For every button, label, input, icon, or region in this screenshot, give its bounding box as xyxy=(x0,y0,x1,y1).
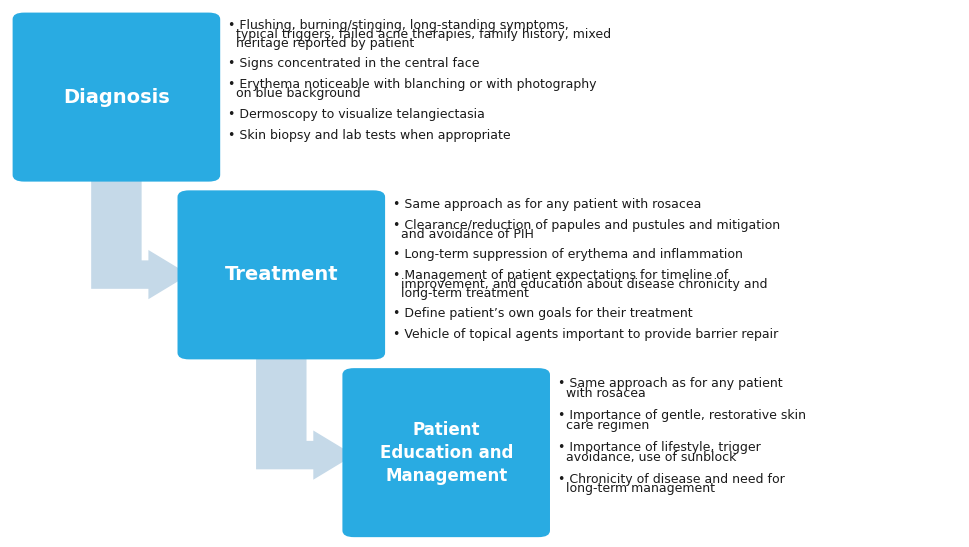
Text: • Same approach as for any patient with rosacea: • Same approach as for any patient with … xyxy=(392,198,701,211)
Text: • Flushing, burning/stinging, long-standing symptoms,: • Flushing, burning/stinging, long-stand… xyxy=(228,19,568,32)
Text: Patient
Education and
Management: Patient Education and Management xyxy=(379,421,513,485)
Text: long-term management: long-term management xyxy=(557,482,714,496)
Text: Treatment: Treatment xyxy=(224,265,338,284)
Text: • Clearance/reduction of papules and pustules and mitigation: • Clearance/reduction of papules and pus… xyxy=(392,219,779,232)
Polygon shape xyxy=(256,353,354,480)
Text: • Management of patient expectations for timeline of: • Management of patient expectations for… xyxy=(392,269,728,282)
Text: • Skin biopsy and lab tests when appropriate: • Skin biopsy and lab tests when appropr… xyxy=(228,129,510,142)
Text: Diagnosis: Diagnosis xyxy=(63,88,170,107)
Text: with rosacea: with rosacea xyxy=(557,387,644,400)
Text: care regimen: care regimen xyxy=(557,419,648,432)
Text: and avoidance of PIH: and avoidance of PIH xyxy=(392,228,533,241)
Text: on blue background: on blue background xyxy=(228,87,360,100)
Text: • Signs concentrated in the central face: • Signs concentrated in the central face xyxy=(228,57,479,71)
Text: • Erythema noticeable with blanching or with photography: • Erythema noticeable with blanching or … xyxy=(228,78,596,91)
Text: improvement, and education about disease chronicity and: improvement, and education about disease… xyxy=(392,278,766,291)
FancyBboxPatch shape xyxy=(13,13,220,182)
Text: • Dermoscopy to visualize telangiectasia: • Dermoscopy to visualize telangiectasia xyxy=(228,108,484,121)
Text: • Long-term suppression of erythema and inflammation: • Long-term suppression of erythema and … xyxy=(392,248,742,261)
Text: • Chronicity of disease and need for: • Chronicity of disease and need for xyxy=(557,473,784,486)
Polygon shape xyxy=(91,175,189,299)
FancyBboxPatch shape xyxy=(177,190,385,359)
Text: • Importance of lifestyle, trigger: • Importance of lifestyle, trigger xyxy=(557,441,760,454)
Text: • Same approach as for any patient: • Same approach as for any patient xyxy=(557,377,782,391)
Text: • Importance of gentle, restorative skin: • Importance of gentle, restorative skin xyxy=(557,409,805,422)
Text: typical triggers, failed acne therapies, family history, mixed: typical triggers, failed acne therapies,… xyxy=(228,28,610,41)
Text: • Define patient’s own goals for their treatment: • Define patient’s own goals for their t… xyxy=(392,307,692,321)
FancyBboxPatch shape xyxy=(342,368,549,537)
Text: avoidance, use of sunblock: avoidance, use of sunblock xyxy=(557,451,735,464)
Text: long-term treatment: long-term treatment xyxy=(392,287,528,300)
Text: • Vehicle of topical agents important to provide barrier repair: • Vehicle of topical agents important to… xyxy=(392,328,777,341)
Text: heritage reported by patient: heritage reported by patient xyxy=(228,37,414,50)
